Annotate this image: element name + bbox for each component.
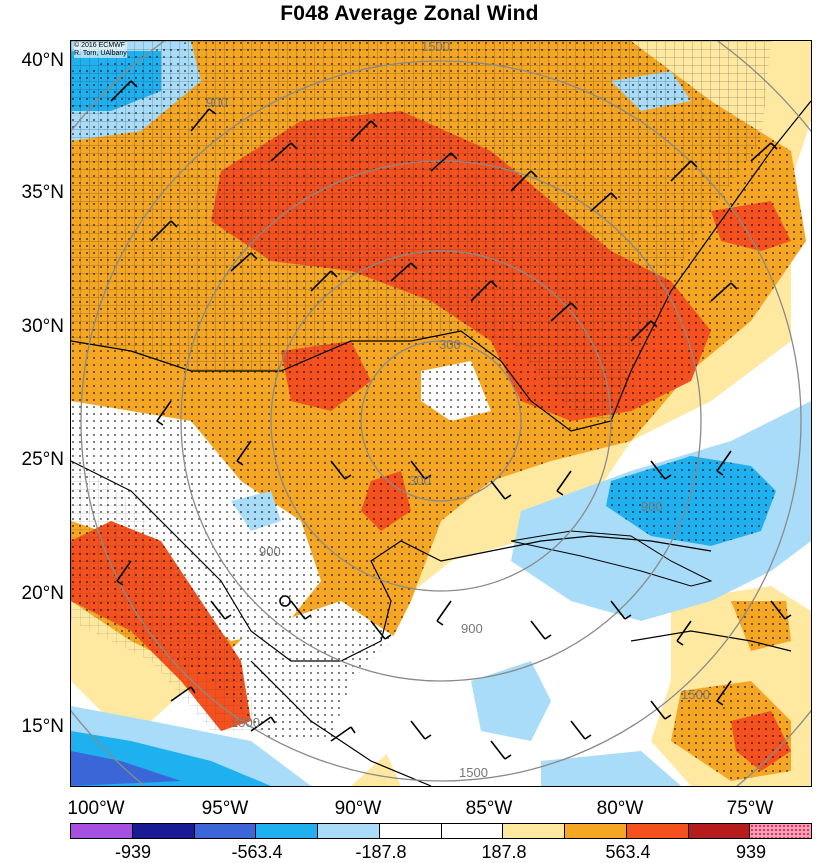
contour-label: 300: [439, 337, 461, 352]
contour-label: 300: [409, 473, 431, 488]
coastline: [71, 100, 811, 786]
colorbar-tick-label: 563.4: [605, 842, 651, 862]
credit-line: R. Torn, UAlbany: [74, 50, 127, 57]
colorbar-swatch: [503, 824, 565, 838]
contour-label: 900: [206, 95, 228, 110]
storm-center-marker: [279, 595, 291, 607]
lon-label: 75°W: [726, 798, 774, 819]
colorbar-swatch: [750, 824, 811, 838]
county-grid: [71, 41, 771, 421]
colorbar-swatch: [441, 824, 504, 838]
contour-label: 1500: [231, 715, 260, 730]
credit-text: © 2016 ECMWF R. Torn, UAlbany: [74, 42, 127, 58]
colorbar-swatch: [71, 824, 133, 838]
colorbar-tick-label: 939: [735, 842, 767, 862]
lat-label: 15°N: [21, 716, 64, 737]
colorbar-tick-label: -563.4: [231, 842, 283, 862]
lon-label: 100°W: [67, 798, 125, 819]
colorbar-swatch: [565, 824, 627, 838]
colorbar-swatch: [132, 824, 195, 838]
chart-title: F048 Average Zonal Wind: [280, 2, 539, 25]
lon-label: 95°W: [201, 798, 249, 819]
shade-light-blue-se: [541, 751, 681, 786]
lon-label: 90°W: [334, 798, 382, 819]
lat-label: 25°N: [21, 449, 64, 470]
contour-label: 1500: [681, 687, 710, 702]
contour-label: 1500: [459, 765, 488, 780]
lat-label: 20°N: [21, 583, 64, 604]
colorbar-tick-label: 187.8: [481, 842, 527, 862]
lon-label: 80°W: [596, 798, 644, 819]
colorbar-swatch: [379, 824, 442, 838]
shade-light-blue-south: [471, 661, 551, 741]
colorbar-swatch: [626, 824, 689, 838]
map-canvas: 300 300 900 900 1500 1500 1500 900 1500 …: [71, 41, 811, 786]
lon-label: 85°W: [465, 798, 513, 819]
colorbar-swatch: [688, 824, 751, 838]
colorbar-swatch: [194, 824, 257, 838]
colorbar-swatch: [256, 824, 318, 838]
stipple-overlay-blue: [606, 456, 776, 546]
shade-darkblue-sw: [71, 751, 181, 786]
lat-label: 30°N: [21, 316, 64, 337]
lat-label: 35°N: [21, 182, 64, 203]
map-panel: 300 300 900 900 1500 1500 1500 900 1500 …: [70, 40, 812, 787]
contour-label: 900: [461, 621, 483, 636]
colorbar-tick-label: -939: [114, 842, 152, 862]
contour-label: 1500: [421, 41, 450, 54]
colorbar: [70, 823, 812, 839]
credit-line: © 2016 ECMWF: [74, 42, 126, 49]
colorbar-tick-label: -187.8: [355, 842, 407, 862]
wind-barbs: [110, 80, 792, 760]
contour-label: 900: [259, 544, 281, 559]
contour-lines: [71, 41, 811, 786]
contour-label-group: 300 300 900 900 1500 1500 1500 900 1500 …: [206, 41, 710, 780]
contour-label: 900: [641, 499, 663, 514]
colorbar-swatch: [318, 824, 380, 838]
lat-label: 40°N: [21, 50, 64, 71]
county-grid-mex: [71, 461, 261, 731]
stipple-overlay-east: [671, 601, 791, 781]
coastline-cuba: [510, 530, 713, 587]
